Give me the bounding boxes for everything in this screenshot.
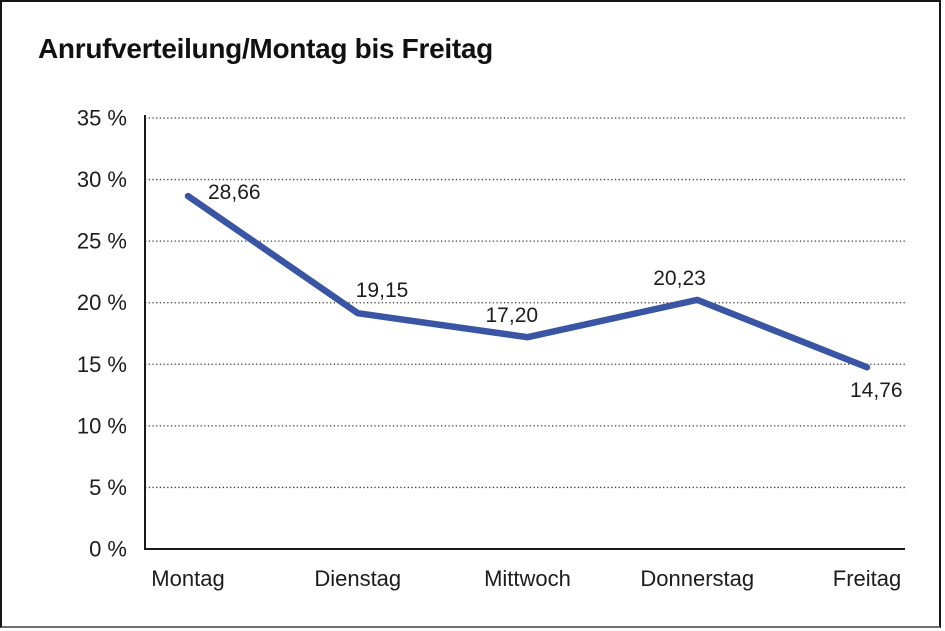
x-tick-label: Dienstag — [314, 566, 401, 591]
x-tick-labels-group: Montag Dienstag Mittwoch Donnerstag Freitag — [151, 566, 901, 591]
data-line — [184, 192, 871, 371]
y-tick-label: 25 % — [77, 229, 127, 254]
data-point-label: 19,15 — [356, 279, 409, 302]
x-tick-label: Montag — [151, 566, 224, 591]
y-tick-label: 15 % — [77, 352, 127, 377]
y-tick-label: 10 % — [77, 413, 127, 438]
y-tick-label: 35 % — [77, 106, 127, 131]
y-tick-label: 5 % — [89, 475, 127, 500]
y-tick-label: 0 % — [89, 537, 127, 562]
x-tick-label: Mittwoch — [484, 566, 571, 591]
data-point-label: 17,20 — [486, 304, 539, 327]
data-series-group — [184, 192, 871, 371]
gridlines-group — [145, 117, 905, 489]
chart-title: Anrufverteilung/Montag bis Freitag — [38, 33, 493, 64]
x-tick-label: Freitag — [833, 566, 901, 591]
x-tick-label: Donnerstag — [640, 566, 754, 591]
data-labels-group: 28,66 19,15 17,20 20,23 14,76 — [208, 181, 903, 402]
y-tick-label: 30 % — [77, 167, 127, 192]
y-tick-labels-group: 0 % 5 % 10 % 15 % 20 % 25 % 30 % 35 % — [77, 106, 127, 562]
y-tick-label: 20 % — [77, 290, 127, 315]
data-point-label: 28,66 — [208, 181, 261, 204]
data-point-label: 20,23 — [653, 267, 706, 290]
data-point-label: 14,76 — [850, 379, 903, 402]
axes-group — [144, 115, 905, 550]
